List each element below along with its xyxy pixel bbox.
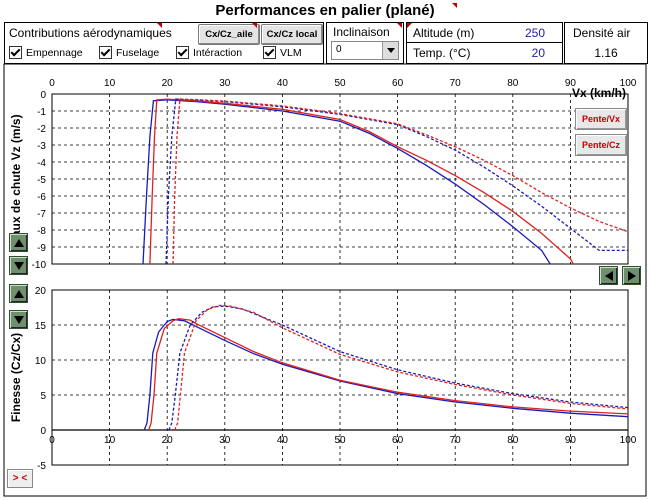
x-tick-label: 20 — [162, 435, 174, 446]
x-tick-label: 60 — [392, 78, 404, 89]
chart-frame — [3, 63, 647, 497]
y-tick-label: -10 — [32, 260, 47, 271]
y-tick-label: -5 — [37, 175, 46, 186]
arrow-up-icon[interactable] — [9, 233, 28, 252]
checkbox-checked-icon[interactable] — [176, 46, 189, 59]
y-tick-label: 15 — [35, 321, 47, 332]
contributions-heading: Contributions aérodynamiques — [9, 26, 172, 40]
glide-ratio-chart: 0 10 20 30 40 50 60 70 80 90 10020151050-5Finesse … — [9, 286, 637, 472]
series-line-3 — [172, 98, 628, 264]
y-tick-label: -9 — [37, 243, 46, 254]
x-tick-label: 100 — [620, 78, 637, 89]
comment-marker-icon — [252, 23, 257, 28]
comment-marker-icon — [397, 23, 402, 28]
inclinaison-select[interactable]: 0 — [331, 41, 399, 60]
x-tick-label: 90 — [565, 78, 577, 89]
y-axis-label: Finesse (Cz/Cx) — [9, 333, 23, 422]
arrow-down-icon[interactable] — [9, 256, 28, 275]
x-tick-label: 50 — [334, 78, 346, 89]
arrow-left-icon[interactable] — [599, 266, 618, 285]
series-line-0 — [142, 99, 551, 264]
x-tick-label: 20 — [162, 78, 174, 89]
checkbox-label: Intéraction — [193, 46, 243, 59]
densite-label: Densité air — [573, 26, 631, 40]
checkbox-checked-icon[interactable] — [99, 46, 112, 59]
x-tick-label: 40 — [277, 435, 289, 446]
arrow-right-icon[interactable] — [622, 266, 641, 285]
x-tick-label: 80 — [507, 435, 519, 446]
page-title: Performances en palier (plané) — [215, 2, 435, 19]
series-line-2 — [165, 98, 628, 264]
pente-vx-button[interactable]: Pente/Vx — [575, 108, 627, 130]
y-tick-label: -4 — [37, 158, 46, 169]
temperature-label: Temp. (°C) — [413, 46, 471, 60]
y-tick-label: -8 — [37, 226, 46, 237]
series-line-2 — [168, 305, 628, 431]
comment-marker-icon — [157, 23, 162, 28]
y-tick-label: 5 — [40, 391, 46, 402]
series-line-1 — [149, 98, 574, 264]
altitude-label: Altitude (m) — [413, 26, 475, 40]
cxcz-aile-button[interactable]: Cx/Cz_aile — [198, 24, 260, 45]
x-tick-label: 70 — [450, 435, 462, 446]
contributions-panel: Contributions aérodynamiques Cx/Cz_aile … — [4, 22, 324, 64]
y-tick-label: -5 — [37, 461, 46, 472]
checkbox-label: Empennage — [26, 46, 83, 59]
checkbox-interaction[interactable]: Intéraction — [176, 46, 242, 59]
x-tick-label: 70 — [450, 78, 462, 89]
checkbox-checked-icon[interactable] — [263, 46, 276, 59]
y-tick-label: -7 — [37, 209, 46, 220]
x-tick-label: 50 — [334, 435, 346, 446]
series-line-3 — [174, 304, 628, 431]
comment-marker-icon — [452, 3, 457, 8]
y-tick-label: -6 — [37, 192, 46, 203]
x-tick-label: 40 — [277, 78, 289, 89]
toggle-button[interactable]: > < — [7, 469, 33, 488]
x-tick-label: 90 — [565, 435, 577, 446]
x-tick-label: 100 — [620, 435, 637, 446]
arrow-down-icon[interactable] — [9, 310, 28, 329]
checkbox-fuselage[interactable]: Fuselage — [99, 46, 159, 59]
temperature-value[interactable]: 20 — [531, 46, 545, 60]
y-tick-label: 0 — [40, 426, 46, 437]
arrow-up-icon[interactable] — [9, 284, 28, 303]
checkbox-vlm[interactable]: VLM — [263, 46, 302, 59]
densite-value: 1.16 — [594, 46, 618, 60]
y-axis-label: Taux de chute Vz (m/s) — [9, 114, 23, 243]
altitude-value[interactable]: 250 — [524, 26, 545, 40]
x-tick-label: 30 — [219, 435, 231, 446]
y-tick-label: 10 — [35, 356, 47, 367]
inclinaison-value: 0 — [336, 44, 342, 55]
sink-rate-chart: 0 10 20 30 40 50 60 70 80 90 100 0 -1 -2 -3 -4 -5 -6 -7 -8 -… — [9, 78, 637, 271]
x-tick-label: 10 — [104, 435, 116, 446]
x-tick-label: 30 — [219, 78, 231, 89]
x-tick-label: 0 — [49, 435, 55, 446]
y-tick-label: 0 — [40, 90, 46, 101]
pente-cz-button[interactable]: Pente/Cz — [575, 134, 627, 156]
x-axis-label: Vx (km/h) — [572, 86, 626, 100]
checkbox-label: VLM — [280, 46, 302, 59]
y-tick-label: -1 — [37, 107, 46, 118]
y-tick-label: 20 — [35, 286, 47, 297]
x-tick-label: 0 — [49, 78, 55, 89]
x-tick-label: 10 — [104, 78, 116, 89]
atmosphere-panel: Altitude (m) 250 Temp. (°C) 20 — [406, 22, 563, 64]
inclinaison-label: Inclinaison — [333, 25, 390, 39]
y-tick-label: -3 — [37, 141, 46, 152]
y-tick-label: -2 — [37, 124, 46, 135]
series-line-0 — [143, 318, 628, 431]
cxcz-local-button[interactable]: Cx/Cz local — [261, 24, 323, 45]
x-tick-label: 60 — [392, 435, 404, 446]
chevron-down-icon[interactable] — [382, 42, 398, 59]
checkbox-empennage[interactable]: Empennage — [9, 46, 83, 59]
x-tick-label: 80 — [507, 78, 519, 89]
checkbox-label: Fuselage — [116, 46, 160, 59]
checkbox-checked-icon[interactable] — [9, 46, 22, 59]
series-line-1 — [148, 318, 628, 431]
